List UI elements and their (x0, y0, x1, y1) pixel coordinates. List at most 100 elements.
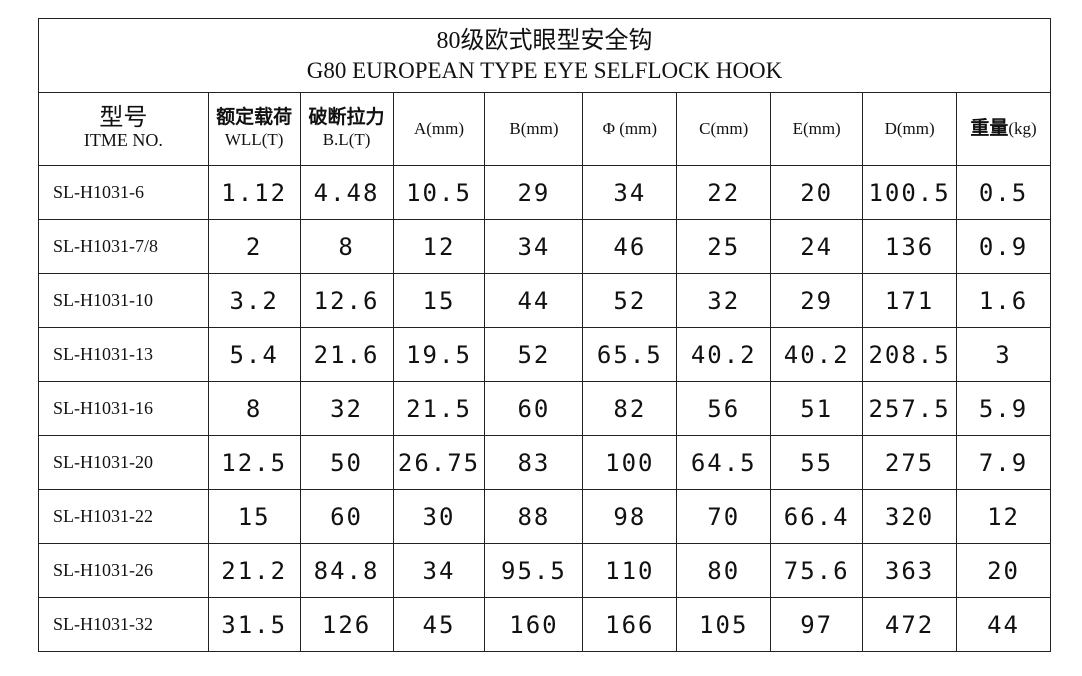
header-en-label: Φ (mm) (602, 119, 658, 138)
cell-c-mm: 105 (676, 597, 772, 652)
cell-wll: 3.2 (207, 273, 301, 328)
cell-breaking-load: 12.6 (299, 273, 394, 328)
cell-weight-kg: 0.9 (956, 219, 1051, 274)
cell-a-mm: 30 (392, 489, 486, 544)
cell-b-mm: 44 (484, 273, 584, 328)
cell-item-no: SL-H1031-13 (38, 327, 209, 382)
cell-weight-kg: 44 (956, 597, 1051, 652)
cell-weight-kg: 3 (956, 327, 1051, 382)
cell-b-mm: 60 (484, 381, 584, 436)
cell-e-mm: 51 (770, 381, 864, 436)
header-row: 型号 ITME NO. 额定载荷 WLL(T) 破断拉力 B.L(T) A(mm) B(mm)… (38, 92, 1051, 166)
cell-wll: 31.5 (207, 597, 301, 652)
header-c-mm: C(mm) (676, 92, 772, 166)
cell-e-mm: 20 (770, 165, 864, 220)
cell-d-mm: 208.5 (862, 327, 958, 382)
cell-b-mm: 34 (484, 219, 584, 274)
cell-weight-kg: 7.9 (956, 435, 1051, 490)
cell-c-mm: 32 (676, 273, 772, 328)
cell-wll: 2 (207, 219, 301, 274)
cell-a-mm: 10.5 (392, 165, 486, 220)
table-row: SL-H1031-32 31.5 126 45 160 166 105 97 472 44 (38, 597, 1051, 652)
cell-phi-mm: 98 (582, 489, 678, 544)
title-cn: 80级欧式眼型安全钩 (436, 27, 653, 54)
cell-c-mm: 25 (676, 219, 772, 274)
cell-breaking-load: 60 (299, 489, 394, 544)
header-en-label: WLL(T) (224, 130, 284, 149)
cell-weight-kg: 20 (956, 543, 1051, 598)
cell-item-no: SL-H1031-22 (38, 489, 209, 544)
cell-wll: 8 (207, 381, 301, 436)
cell-e-mm: 75.6 (770, 543, 864, 598)
cell-d-mm: 257.5 (862, 381, 958, 436)
cell-e-mm: 66.4 (770, 489, 864, 544)
header-a-mm: A(mm) (392, 92, 486, 166)
table-title-row: 80级欧式眼型安全钩 G80 EUROPEAN TYPE EYE SELFLOC… (38, 18, 1051, 93)
cell-d-mm: 136 (862, 219, 958, 274)
cell-c-mm: 22 (676, 165, 772, 220)
header-weight-kg: 重量(kg) (956, 92, 1051, 166)
table-row: SL-H1031-6 1.12 4.48 10.5 29 34 22 20 100.5 0.5 (38, 165, 1051, 220)
cell-weight-kg: 0.5 (956, 165, 1051, 220)
cell-weight-kg: 5.9 (956, 381, 1051, 436)
cell-c-mm: 40.2 (676, 327, 772, 382)
cell-phi-mm: 46 (582, 219, 678, 274)
cell-breaking-load: 4.48 (299, 165, 394, 220)
cell-d-mm: 171 (862, 273, 958, 328)
cell-phi-mm: 82 (582, 381, 678, 436)
cell-d-mm: 100.5 (862, 165, 958, 220)
cell-wll: 1.12 (207, 165, 301, 220)
header-en-label: B.L(T) (322, 130, 371, 149)
cell-item-no: SL-H1031-16 (38, 381, 209, 436)
header-en-label: E(mm) (792, 119, 841, 138)
cell-e-mm: 40.2 (770, 327, 864, 382)
table-row: SL-H1031-10 3.2 12.6 15 44 52 32 29 171 1.6 (38, 273, 1051, 328)
cell-breaking-load: 8 (299, 219, 394, 274)
cell-item-no: SL-H1031-32 (38, 597, 209, 652)
header-d-mm: D(mm) (862, 92, 958, 166)
cell-d-mm: 472 (862, 597, 958, 652)
header-b-mm: B(mm) (484, 92, 584, 166)
cell-c-mm: 56 (676, 381, 772, 436)
cell-a-mm: 34 (392, 543, 486, 598)
cell-breaking-load: 32 (299, 381, 394, 436)
cell-item-no: SL-H1031-26 (38, 543, 209, 598)
table-row: SL-H1031-7/8 2 8 12 34 46 25 24 136 0.9 (38, 219, 1051, 274)
cell-breaking-load: 84.8 (299, 543, 394, 598)
header-en-label: D(mm) (884, 119, 935, 138)
cell-wll: 5.4 (207, 327, 301, 382)
table-title: 80级欧式眼型安全钩 G80 EUROPEAN TYPE EYE SELFLOC… (38, 18, 1051, 93)
header-breaking-load: 破断拉力 B.L(T) (299, 92, 394, 166)
table-row: SL-H1031-20 12.5 50 26.75 83 100 64.5 55 275 7.9 (38, 435, 1051, 490)
title-en: G80 EUROPEAN TYPE EYE SELFLOCK HOOK (306, 57, 783, 83)
cell-b-mm: 95.5 (484, 543, 584, 598)
header-cn-label: 额定载荷 (216, 107, 293, 128)
header-en-label: C(mm) (699, 119, 749, 138)
cell-phi-mm: 52 (582, 273, 678, 328)
table-row: SL-H1031-13 5.4 21.6 19.5 52 65.5 40.2 40.2 208.… (38, 327, 1051, 382)
cell-phi-mm: 166 (582, 597, 678, 652)
cell-wll: 12.5 (207, 435, 301, 490)
cell-a-mm: 15 (392, 273, 486, 328)
cell-b-mm: 29 (484, 165, 584, 220)
header-cn-label: 型号 (99, 104, 148, 131)
cell-weight-kg: 12 (956, 489, 1051, 544)
header-cn-label: 重量 (970, 118, 1009, 139)
cell-wll: 15 (207, 489, 301, 544)
cell-breaking-load: 126 (299, 597, 394, 652)
cell-item-no: SL-H1031-10 (38, 273, 209, 328)
cell-phi-mm: 110 (582, 543, 678, 598)
cell-item-no: SL-H1031-20 (38, 435, 209, 490)
header-e-mm: E(mm) (770, 92, 864, 166)
cell-wll: 21.2 (207, 543, 301, 598)
header-cn-label: 破断拉力 (308, 107, 385, 128)
cell-phi-mm: 100 (582, 435, 678, 490)
cell-weight-kg: 1.6 (956, 273, 1051, 328)
cell-b-mm: 88 (484, 489, 584, 544)
table-row: SL-H1031-16 8 32 21.5 60 82 56 51 257.5 5.9 (38, 381, 1051, 436)
hook-spec-table: 80级欧式眼型安全钩 G80 EUROPEAN TYPE EYE SELFLOC… (38, 18, 1051, 652)
cell-breaking-load: 21.6 (299, 327, 394, 382)
header-phi-mm: Φ (mm) (582, 92, 678, 166)
cell-b-mm: 52 (484, 327, 584, 382)
cell-c-mm: 70 (676, 489, 772, 544)
